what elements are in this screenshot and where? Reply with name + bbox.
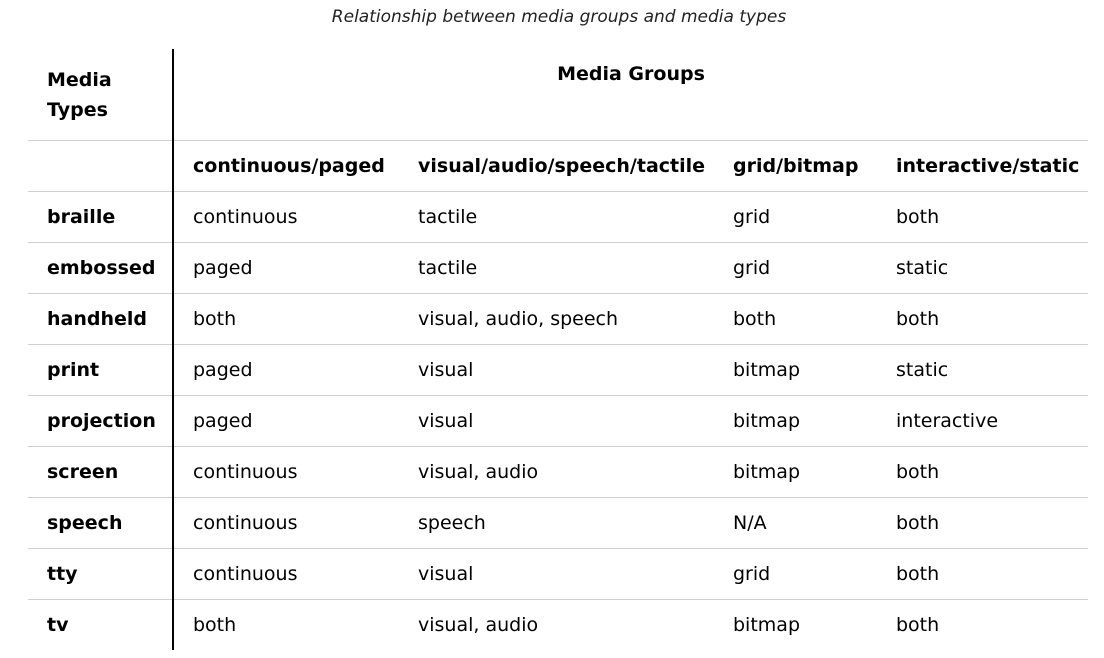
cell-continuous-paged: continuous — [173, 497, 399, 549]
table-row: speech continuous speech N/A both — [28, 497, 1088, 549]
cell-visual-audio-speech-tactile: speech — [399, 497, 714, 549]
cell-continuous-paged: both — [173, 293, 399, 345]
header-row-groups: Media Types Media Groups — [28, 49, 1088, 141]
cell-grid-bitmap: N/A — [714, 497, 877, 549]
column-header-interactive-static: interactive/static — [877, 140, 1088, 192]
cell-visual-audio-speech-tactile: visual, audio — [399, 446, 714, 498]
cell-continuous-paged: continuous — [173, 191, 399, 243]
cell-visual-audio-speech-tactile: tactile — [399, 242, 714, 294]
column-header-grid-bitmap: grid/bitmap — [714, 140, 877, 192]
cell-grid-bitmap: grid — [714, 548, 877, 600]
table-row: projection paged visual bitmap interactive — [28, 395, 1088, 447]
empty-corner-cell — [28, 140, 174, 192]
cell-grid-bitmap: bitmap — [714, 446, 877, 498]
cell-interactive-static: static — [877, 242, 1088, 294]
cell-interactive-static: both — [877, 191, 1088, 243]
row-header-media-type: tty — [28, 548, 174, 600]
media-types-table: Media Types Media Groups continuous/page… — [28, 49, 1088, 650]
header-row-columns: continuous/paged visual/audio/speech/tac… — [28, 140, 1088, 192]
column-header-continuous-paged: continuous/paged — [173, 140, 399, 192]
row-header-media-type: speech — [28, 497, 174, 549]
row-header-media-type: print — [28, 344, 174, 396]
table-row: tty continuous visual grid both — [28, 548, 1088, 600]
table-row: screen continuous visual, audio bitmap both — [28, 446, 1088, 498]
table-row: tv both visual, audio bitmap both — [28, 599, 1088, 650]
cell-interactive-static: both — [877, 293, 1088, 345]
cell-grid-bitmap: both — [714, 293, 877, 345]
cell-interactive-static: static — [877, 344, 1088, 396]
cell-grid-bitmap: grid — [714, 191, 877, 243]
cell-visual-audio-speech-tactile: visual — [399, 548, 714, 600]
media-groups-header: Media Groups — [173, 49, 1088, 141]
cell-interactive-static: interactive — [877, 395, 1088, 447]
row-header-media-type: handheld — [28, 293, 174, 345]
table-row: handheld both visual, audio, speech both bot… — [28, 293, 1088, 345]
cell-grid-bitmap: bitmap — [714, 395, 877, 447]
row-header-media-type: braille — [28, 191, 174, 243]
cell-grid-bitmap: bitmap — [714, 344, 877, 396]
table-row: braille continuous tactile grid both — [28, 191, 1088, 243]
cell-visual-audio-speech-tactile: tactile — [399, 191, 714, 243]
cell-interactive-static: both — [877, 548, 1088, 600]
row-header-media-type: embossed — [28, 242, 174, 294]
table-row: print paged visual bitmap static — [28, 344, 1088, 396]
cell-continuous-paged: paged — [173, 242, 399, 294]
cell-continuous-paged: paged — [173, 344, 399, 396]
cell-interactive-static: both — [877, 497, 1088, 549]
cell-interactive-static: both — [877, 446, 1088, 498]
table-row: embossed paged tactile grid static — [28, 242, 1088, 294]
table-body: braille continuous tactile grid both embossed… — [28, 191, 1088, 650]
table-caption: Relationship between media groups and me… — [331, 7, 787, 27]
cell-visual-audio-speech-tactile: visual — [399, 344, 714, 396]
cell-continuous-paged: paged — [173, 395, 399, 447]
cell-interactive-static: both — [896, 614, 940, 636]
row-header-media-type: projection — [28, 395, 174, 447]
cell-continuous-paged: continuous — [173, 548, 399, 600]
cell-visual-audio-speech-tactile: visual, audio — [418, 614, 539, 636]
cell-visual-audio-speech-tactile: visual — [399, 395, 714, 447]
cell-grid-bitmap: grid — [714, 242, 877, 294]
cell-continuous-paged: both — [193, 614, 237, 636]
cell-grid-bitmap: bitmap — [733, 614, 801, 636]
cell-continuous-paged: continuous — [173, 446, 399, 498]
column-header-visual-audio-speech-tactile: visual/audio/speech/tactile — [399, 140, 714, 192]
cell-visual-audio-speech-tactile: visual, audio, speech — [399, 293, 714, 345]
media-types-header: Media Types — [28, 49, 174, 141]
row-header-media-type: tv — [28, 599, 174, 650]
row-header-media-type: screen — [28, 446, 174, 498]
